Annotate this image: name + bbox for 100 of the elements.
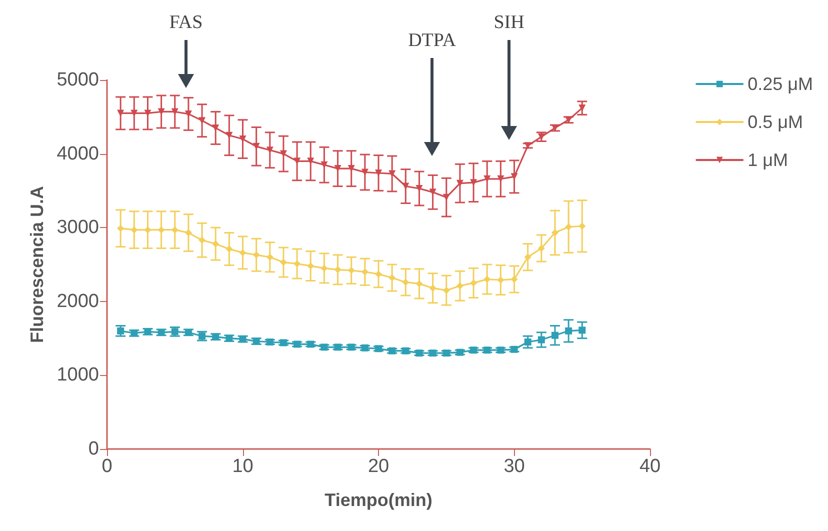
y-tick-label: 0 [88,438,99,460]
point [348,266,355,274]
point [484,175,491,182]
point [484,346,491,354]
point [252,142,260,150]
point [388,170,396,178]
point [130,110,138,117]
point [565,223,572,230]
point [280,258,287,266]
point [307,262,314,270]
point [184,110,192,118]
point [320,161,328,168]
point [470,279,478,286]
point [375,345,382,352]
legend-label: 0.25 μM [748,74,814,94]
x-tick-label: 20 [368,456,390,477]
x-tick-label: 0 [102,456,112,477]
point [307,158,314,165]
y-tick-label: 5000 [56,70,99,90]
point [416,280,423,288]
point [416,184,423,192]
x-axis-title: Tiempo(min) [324,490,432,510]
point [375,270,382,278]
point [171,226,178,234]
point [524,142,532,150]
point [442,194,450,201]
point [334,266,342,274]
point [320,264,328,272]
point [429,350,436,357]
point [158,108,165,116]
point [198,332,206,340]
point [117,110,124,117]
y-tick-label: 1000 [56,364,99,386]
x-tick-label: 30 [504,456,525,477]
point [551,229,558,236]
point [280,339,287,346]
point [538,133,545,140]
point [252,338,260,345]
point [442,350,450,357]
point [388,274,396,282]
point [456,348,464,356]
point [429,284,436,292]
point [538,336,545,344]
point [524,254,532,261]
y-tick-label: 3000 [56,217,99,238]
point [402,347,410,354]
point [171,328,178,336]
y-tick-label: 2000 [56,290,99,312]
point [456,282,464,290]
point [266,254,274,261]
point [226,132,233,139]
point [497,346,504,354]
point [198,236,206,244]
legend-label: 1 μM [748,150,788,170]
point [307,340,314,348]
point [334,344,342,351]
point [361,168,368,176]
point [388,347,396,354]
point [497,175,504,182]
point [144,226,152,234]
y-axis-title: Fluorescencia U.A [26,186,47,344]
point [361,344,368,352]
point [212,333,220,340]
point [578,326,586,334]
point [226,246,233,252]
point [578,222,586,230]
point [510,276,518,283]
point [212,124,220,132]
point [456,180,464,187]
point [551,332,558,339]
point [117,224,124,232]
text: FAS [169,12,203,34]
point [442,286,450,294]
point [144,328,152,336]
x-tick-label: 40 [639,456,661,477]
point [266,338,274,346]
point [266,146,274,154]
point [565,327,572,334]
point [538,244,545,252]
point [171,108,178,116]
point [130,330,138,337]
point [510,346,518,353]
point [402,278,410,286]
point [361,268,368,276]
point [280,150,287,158]
point [239,249,246,256]
legend-label: 0.5 μM [748,112,803,132]
point [239,336,246,343]
text: DTPA [408,30,456,52]
point [158,328,165,336]
point [130,226,138,234]
point [252,251,260,258]
point [497,276,504,284]
point [294,340,301,348]
x-tick-label: 10 [232,456,254,477]
point [294,260,301,268]
point [484,276,491,283]
point [375,169,382,176]
text: SIH [494,12,524,34]
point [184,328,192,336]
